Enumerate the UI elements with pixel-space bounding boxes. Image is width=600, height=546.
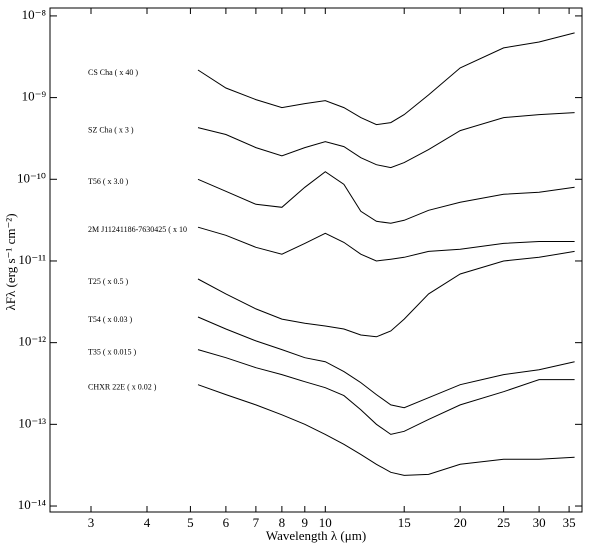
- x-tick-label: 20: [454, 515, 467, 530]
- x-tick-label: 3: [88, 515, 95, 530]
- spectrum-line: [197, 112, 575, 169]
- x-tick-label: 4: [144, 515, 151, 530]
- y-tick-label: 10⁻¹⁰: [17, 170, 46, 185]
- spectrum-line: [197, 32, 575, 126]
- series-label: 2M J11241186-7630425 ( x 10: [88, 225, 187, 234]
- x-tick-label: 30: [533, 515, 546, 530]
- series-label: CS Cha ( x 40 ): [88, 68, 138, 77]
- x-tick-label: 6: [223, 515, 230, 530]
- x-tick-label: 8: [279, 515, 286, 530]
- y-tick-label: 10⁻¹³: [18, 415, 46, 430]
- series-label: T35 ( x 0.015 ): [88, 347, 137, 356]
- y-axis-title: λFλ (erg s⁻¹ cm⁻²): [3, 213, 18, 310]
- y-tick-label: 10⁻⁹: [22, 89, 47, 104]
- y-tick-label: 10⁻¹¹: [18, 252, 46, 267]
- y-tick-label: 10⁻¹⁴: [18, 497, 47, 512]
- series-label: T56 ( x 3.0 ): [88, 177, 129, 186]
- spectrum-line: [197, 316, 575, 409]
- spectrum-line: [197, 349, 575, 435]
- spectrum-line: [197, 384, 575, 476]
- series-label: CHXR 22E ( x 0.02 ): [88, 382, 157, 391]
- series-label: T25 ( x 0.5 ): [88, 277, 129, 286]
- spectrum-line: [197, 171, 575, 224]
- x-tick-label: 5: [187, 515, 194, 530]
- y-tick-label: 10⁻¹²: [18, 334, 46, 349]
- spectrum-line: [197, 250, 575, 338]
- x-axis-title: Wavelength λ (μm): [266, 528, 366, 543]
- series-label: T54 ( x 0.03 ): [88, 315, 133, 324]
- x-tick-label: 15: [398, 515, 411, 530]
- series-label: SZ Cha ( x 3 ): [88, 125, 134, 134]
- x-tick-label: 10: [319, 515, 332, 530]
- y-tick-label: 10⁻⁸: [22, 7, 47, 22]
- x-tick-label: 9: [302, 515, 309, 530]
- plot-frame: [49, 7, 583, 513]
- x-tick-label: 25: [497, 515, 510, 530]
- x-tick-label: 7: [253, 515, 260, 530]
- x-tick-label: 35: [563, 515, 576, 530]
- spectrum-line: [197, 226, 575, 262]
